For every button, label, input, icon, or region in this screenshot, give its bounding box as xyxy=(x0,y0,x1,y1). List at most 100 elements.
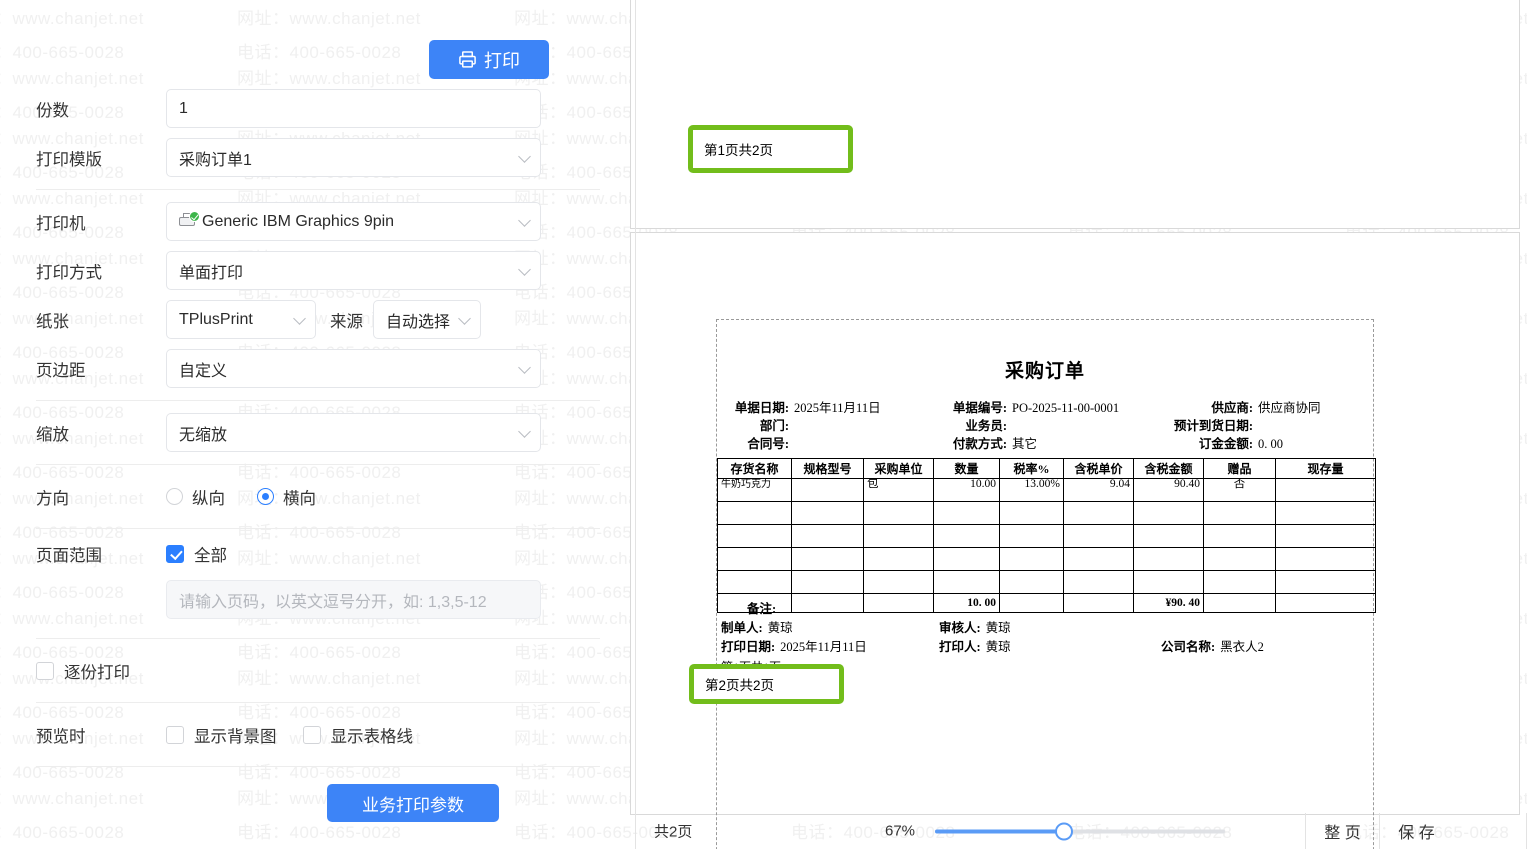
chevron-down-icon xyxy=(518,213,531,227)
table-total-cell xyxy=(1275,593,1376,613)
table-row xyxy=(717,570,1376,594)
orientation-option-portrait[interactable]: 纵向 xyxy=(166,485,225,509)
row-page-range: 页面范围 全部 xyxy=(0,536,636,572)
table-total-cell: ¥90. 40 xyxy=(1133,593,1204,613)
table-cell xyxy=(1063,570,1134,594)
table-header-cell: 赠品 xyxy=(1203,458,1276,479)
row-preview-options: 预览时 显示背景图 显示表格线 xyxy=(0,710,636,759)
meta-value: 供应商协同 xyxy=(1258,401,1321,415)
show-background-checkbox[interactable]: 显示背景图 xyxy=(166,723,277,747)
margin-select[interactable]: 自定义 xyxy=(166,349,541,388)
show-background-label: 显示背景图 xyxy=(194,727,277,746)
table-cell xyxy=(1203,570,1276,594)
page-range-all-checkbox[interactable]: 全部 xyxy=(166,542,227,566)
page-range-input[interactable]: 请输入页码，以英文逗号分开，如: 1,3,5-12 xyxy=(166,580,541,619)
copies-input[interactable]: 1 xyxy=(166,89,541,128)
table-cell xyxy=(717,570,792,594)
paper-source-value: 自动选择 xyxy=(386,313,451,331)
chevron-down-icon xyxy=(518,360,531,374)
product-name: 牛奶巧克力 xyxy=(721,479,771,491)
scale-value: 无缩放 xyxy=(179,426,228,444)
business-print-params-button[interactable]: 业务打印参数 xyxy=(327,784,499,822)
row-orientation: 方向 纵向 横向 xyxy=(0,472,636,521)
table-total-cell: 10. 00 xyxy=(933,593,1000,613)
table-cell xyxy=(863,570,934,594)
auditor-key: 审核人: xyxy=(939,621,981,635)
print-button[interactable]: 打印 xyxy=(429,40,549,79)
meta-value: 其它 xyxy=(1012,437,1038,451)
divider-6 xyxy=(36,702,600,703)
table-header-cell: 含税金额 xyxy=(1133,458,1204,479)
preview-bottom-bar: 共2页 67% 整 页 保 存 xyxy=(637,813,1527,849)
row-print-mode: 打印方式 单面打印 xyxy=(0,246,636,295)
page-2-sheet: 采购订单 单据日期: 2025年11月11日 单据编号: PO-2025-11-00-… xyxy=(716,319,1376,849)
highlight-box-1-label: 第1页共2页 xyxy=(704,143,774,158)
orientation-landscape-label: 横向 xyxy=(283,489,316,508)
page-2-document: 采购订单 单据日期: 2025年11月11日 单据编号: PO-2025-11-00-… xyxy=(717,320,1376,849)
checkbox-show-gridlines-icon xyxy=(302,725,321,744)
template-label: 打印模版 xyxy=(36,150,102,169)
highlight-box-2-label: 第2页共2页 xyxy=(705,678,775,693)
table-cell: 9.04 xyxy=(1063,478,1134,502)
show-gridlines-checkbox[interactable]: 显示表格线 xyxy=(302,723,414,747)
table-cell xyxy=(933,570,1000,594)
table-cell: 包 xyxy=(863,478,934,502)
divider-2 xyxy=(36,400,600,401)
template-select[interactable]: 采购订单1 xyxy=(166,138,541,177)
margin-value: 自定义 xyxy=(179,362,228,380)
collate-label: 逐份打印 xyxy=(64,663,130,682)
print-button-label: 打印 xyxy=(484,50,520,71)
page2-printer-key: 打印人: xyxy=(939,640,981,654)
meta-value: 2025年11月11日 xyxy=(794,401,881,415)
zoom-control: 67% xyxy=(885,822,1225,840)
paper-value: TPlusPrint xyxy=(179,310,253,328)
scale-label: 缩放 xyxy=(36,425,69,444)
meta-cell: 单据日期: 2025年11月11日 xyxy=(721,399,939,417)
meta-row: 部门: 业务员: 预计到货日期: xyxy=(721,417,1369,435)
row-paper: 纸张 TPlusPrint 来源 自动选择 xyxy=(0,295,636,344)
table-row xyxy=(717,547,1376,571)
save-button[interactable]: 保 存 xyxy=(1379,813,1453,849)
chevron-down-icon xyxy=(518,262,531,276)
print-mode-value: 单面打印 xyxy=(179,264,244,282)
zoom-slider-fill xyxy=(935,829,1065,833)
paper-label: 纸张 xyxy=(36,312,69,331)
table-cell xyxy=(933,524,1000,548)
table-header-cell: 税率% xyxy=(999,458,1064,479)
table-cell xyxy=(1275,570,1376,594)
document-preview-pane[interactable]: 打印日期: 2025年11月11日 打印人: 黄琼 公司名称: 黑衣人2 xyxy=(630,0,1527,849)
table-cell xyxy=(717,547,792,571)
table-cell xyxy=(1063,524,1134,548)
orientation-option-landscape[interactable]: 横向 xyxy=(257,485,316,509)
preview-page-1: 打印日期: 2025年11月11日 打印人: 黄琼 公司名称: 黑衣人2 xyxy=(630,0,1520,229)
divider-4 xyxy=(36,528,600,529)
table-cell xyxy=(1133,501,1204,525)
table-cell: 牛奶巧克力 xyxy=(717,478,792,502)
fit-page-button[interactable]: 整 页 xyxy=(1305,813,1379,849)
table-cell xyxy=(1133,570,1204,594)
table-cell xyxy=(863,524,934,548)
page2-company-value: 黑衣人2 xyxy=(1220,640,1264,654)
chevron-down-icon xyxy=(293,311,306,325)
printer-ready-icon xyxy=(179,211,200,230)
zoom-slider[interactable] xyxy=(935,822,1225,840)
zoom-percent-label: 67% xyxy=(885,822,916,840)
highlight-box-page1of2: 第1页共2页 xyxy=(688,125,853,173)
paper-source-select[interactable]: 自动选择 xyxy=(373,300,481,339)
paper-select[interactable]: TPlusPrint xyxy=(166,300,316,339)
zoom-slider-handle[interactable] xyxy=(1055,822,1073,840)
scale-select[interactable]: 无缩放 xyxy=(166,413,541,452)
print-mode-label: 打印方式 xyxy=(36,263,102,282)
collate-checkbox[interactable]: 逐份打印 xyxy=(36,659,130,683)
divider-3 xyxy=(36,464,600,465)
meta-row: 单据日期: 2025年11月11日 单据编号: PO-2025-11-00-0001 供… xyxy=(721,399,1369,417)
printer-select[interactable]: Generic IBM Graphics 9pin xyxy=(166,202,541,241)
meta-key: 单据日期: xyxy=(734,401,789,415)
chevron-down-icon xyxy=(518,424,531,438)
table-row: 牛奶巧克力 包 10.00 13.00% 9.04 90.40 否 xyxy=(717,478,1376,502)
show-gridlines-label: 显示表格线 xyxy=(330,727,414,746)
print-mode-select[interactable]: 单面打印 xyxy=(166,251,541,290)
maker-value: 黄琼 xyxy=(767,621,793,635)
table-cell xyxy=(1133,547,1204,571)
